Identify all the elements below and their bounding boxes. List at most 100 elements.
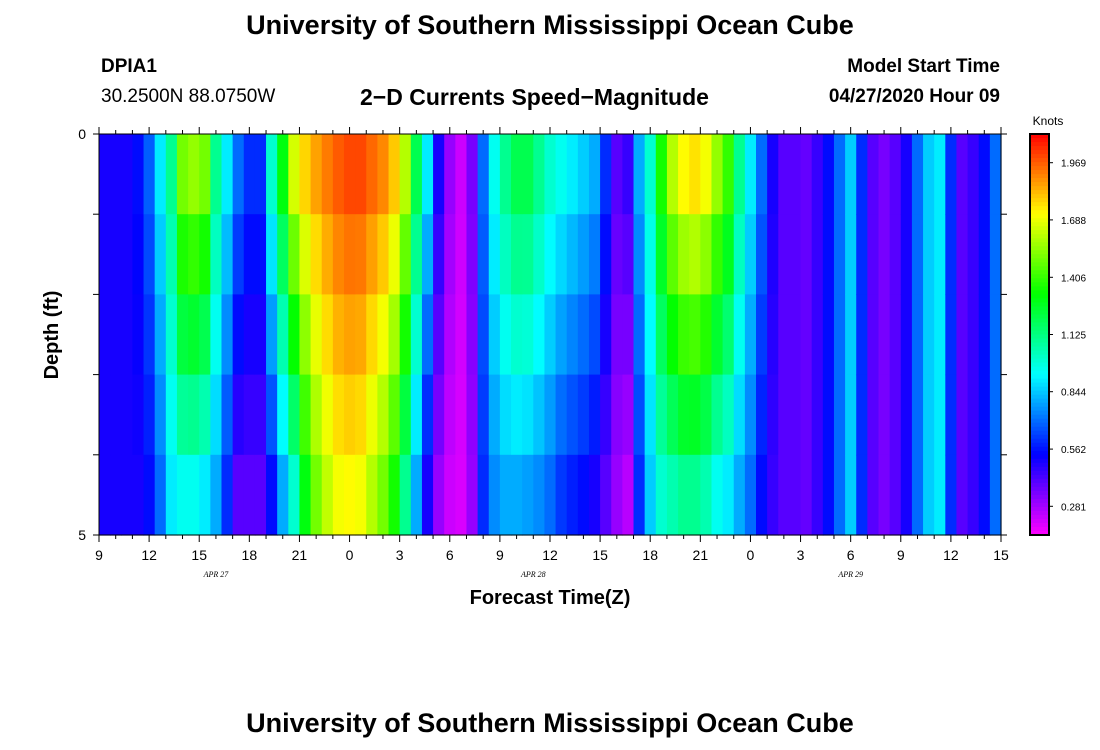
colorbar-step bbox=[1030, 258, 1049, 263]
colorbar-step bbox=[1030, 526, 1049, 532]
heatmap-cell bbox=[811, 134, 824, 215]
heatmap-cell bbox=[923, 454, 935, 536]
heatmap-cell bbox=[288, 454, 301, 536]
heatmap-cell bbox=[600, 134, 612, 215]
heatmap-cell bbox=[923, 294, 935, 376]
heatmap-cell bbox=[577, 294, 590, 376]
colorbar-step bbox=[1030, 362, 1049, 368]
colorbar-step bbox=[1030, 502, 1049, 508]
heatmap-cell bbox=[477, 454, 490, 536]
colorbar-tick-label: 0.562 bbox=[1061, 445, 1086, 456]
heatmap-cell bbox=[878, 374, 891, 456]
heatmap-cell bbox=[110, 454, 122, 536]
heatmap-cell bbox=[978, 134, 991, 215]
heatmap-cell bbox=[399, 214, 412, 295]
heatmap-cell bbox=[911, 374, 924, 456]
heatmap-cell bbox=[934, 214, 946, 295]
colorbar-step bbox=[1030, 378, 1049, 384]
heatmap-cell bbox=[421, 134, 434, 215]
heatmap-cell bbox=[822, 214, 835, 295]
colorbar-step bbox=[1030, 346, 1049, 352]
heatmap-cell bbox=[956, 214, 969, 295]
heatmap-cell bbox=[577, 374, 590, 456]
model-start-label: Model Start Time bbox=[847, 56, 1000, 77]
heatmap-cell bbox=[978, 294, 991, 376]
heatmap-cell bbox=[956, 134, 969, 215]
heatmap-cell bbox=[188, 374, 200, 456]
heatmap-cell bbox=[210, 134, 223, 215]
heatmap-cell bbox=[399, 374, 412, 456]
colorbar-step bbox=[1030, 466, 1049, 472]
heatmap-cell bbox=[455, 214, 468, 295]
colorbar-tick-label: 0.844 bbox=[1061, 388, 1086, 399]
colorbar-step bbox=[1030, 178, 1049, 183]
heatmap-cell bbox=[833, 134, 846, 215]
heatmap-cell bbox=[566, 214, 579, 295]
heatmap-cell bbox=[967, 294, 980, 376]
heatmap-cell bbox=[199, 134, 211, 215]
heatmap-cell bbox=[221, 374, 234, 456]
heatmap-cell bbox=[789, 134, 802, 215]
heatmap-cell bbox=[199, 454, 211, 536]
heatmap-cell bbox=[600, 294, 612, 376]
heatmap-cell bbox=[199, 294, 211, 376]
heatmap-cell bbox=[421, 214, 434, 295]
heatmap-cell bbox=[176, 294, 189, 376]
heatmap-cell bbox=[900, 294, 913, 376]
heatmap-cell bbox=[266, 134, 278, 215]
heatmap-cell bbox=[678, 214, 690, 295]
heatmap-cell bbox=[288, 214, 301, 295]
heatmap-cell bbox=[978, 374, 991, 456]
heatmap-cell bbox=[477, 294, 490, 376]
colorbar-step bbox=[1030, 250, 1049, 255]
colorbar-step bbox=[1030, 430, 1049, 436]
colorbar-step bbox=[1030, 486, 1049, 492]
colorbar-step bbox=[1030, 406, 1049, 412]
heatmap-cell bbox=[343, 374, 356, 456]
heatmap-cell bbox=[811, 454, 824, 536]
heatmap-cell bbox=[856, 134, 868, 215]
heatmap-cell bbox=[900, 454, 913, 536]
heatmap-cell bbox=[666, 214, 679, 295]
colorbar-step bbox=[1030, 410, 1049, 416]
colorbar-step bbox=[1030, 530, 1049, 536]
heatmap-cell bbox=[989, 134, 1002, 215]
y-tick-label: 5 bbox=[78, 527, 86, 543]
colorbar-step bbox=[1030, 298, 1049, 304]
heatmap-cell bbox=[789, 294, 802, 376]
heatmap-cell bbox=[243, 294, 256, 376]
heatmap-cell bbox=[633, 374, 646, 456]
heatmap-cell bbox=[444, 454, 456, 536]
heatmap-cell bbox=[455, 294, 468, 376]
heatmap-cell bbox=[410, 134, 423, 215]
heatmap-cell bbox=[655, 374, 668, 456]
colorbar-step bbox=[1030, 286, 1049, 291]
heatmap-cell bbox=[889, 454, 902, 536]
heatmap-cell bbox=[767, 294, 779, 376]
x-tick-label: 12 bbox=[542, 547, 558, 563]
heatmap-cell bbox=[655, 294, 668, 376]
heatmap-cell bbox=[143, 374, 156, 456]
heatmap-cell bbox=[277, 214, 289, 295]
heatmap-cell bbox=[600, 454, 612, 536]
heatmap-cell bbox=[655, 454, 668, 536]
colorbar-ticks: 1.969 1.688 1.406 1.125 0.844 0.562 0.281 bbox=[1049, 159, 1086, 513]
colorbar-step bbox=[1030, 454, 1049, 460]
heatmap-cell bbox=[945, 374, 958, 456]
heatmap-cell bbox=[967, 454, 980, 536]
heatmap-cell bbox=[555, 374, 568, 456]
colorbar-step bbox=[1030, 254, 1049, 259]
colorbar-step bbox=[1030, 226, 1049, 231]
heatmap-cell bbox=[889, 294, 902, 376]
heatmap-cell bbox=[165, 374, 178, 456]
heatmap-cell bbox=[778, 294, 791, 376]
heatmap-cell bbox=[121, 214, 134, 295]
heatmap-cell bbox=[221, 134, 234, 215]
heatmap-cell bbox=[355, 294, 367, 376]
colorbar-step bbox=[1030, 498, 1049, 504]
heatmap-cell bbox=[176, 454, 189, 536]
colorbar-step bbox=[1030, 322, 1049, 328]
x-tick-label: 21 bbox=[693, 547, 709, 563]
heatmap-cell bbox=[911, 134, 924, 215]
heatmap-cell bbox=[711, 454, 724, 536]
